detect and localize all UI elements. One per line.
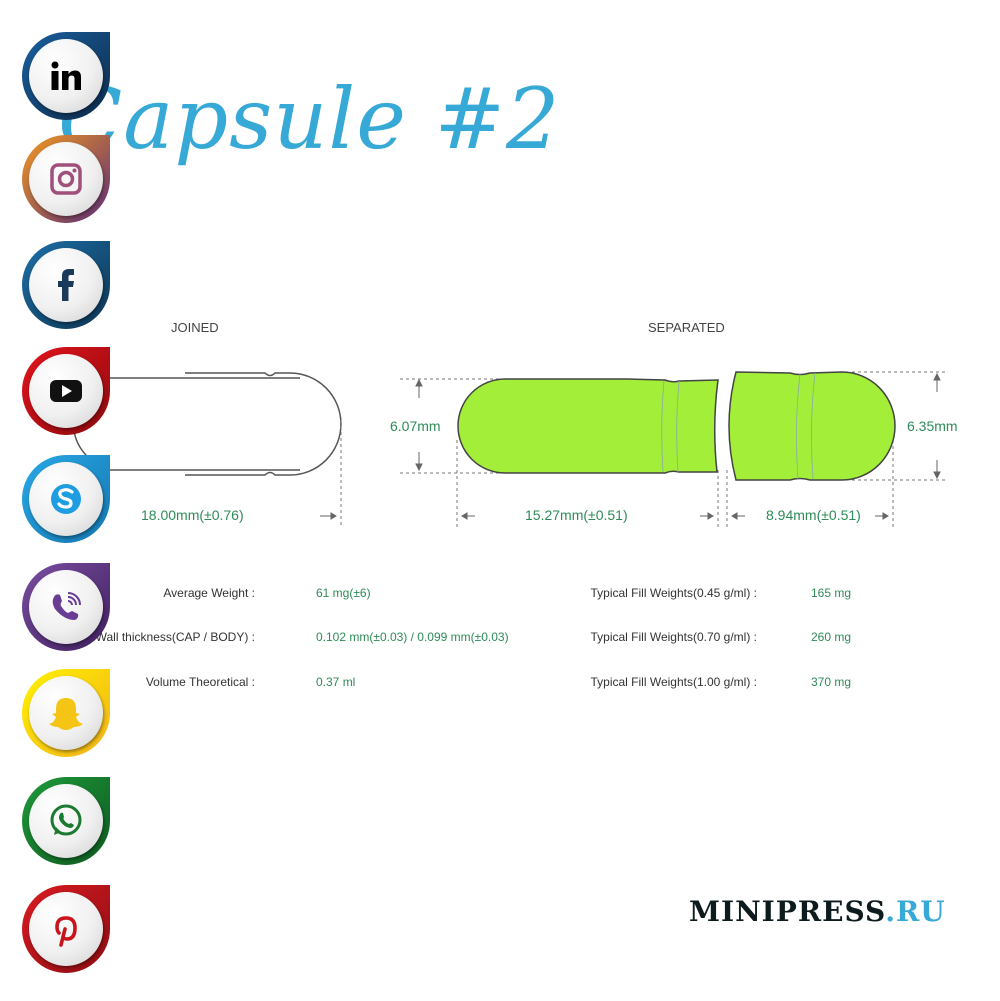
linkedin-button[interactable] <box>20 28 114 122</box>
youtube-icon <box>50 380 82 402</box>
whatsapp-icon <box>50 804 82 836</box>
spec-label-average-weight: Average Weight : <box>163 586 255 600</box>
facebook-button[interactable] <box>20 237 114 331</box>
spec-label-volume: Volume Theoretical : <box>145 675 255 689</box>
skype-icon <box>51 484 81 514</box>
capsule-drawing <box>72 371 948 528</box>
page-title: Capsule #2 <box>58 70 561 168</box>
logo-suffix: .RU <box>885 895 946 928</box>
icon-face <box>29 39 103 113</box>
spec-value-wall-thickness: 0.102 mm(±0.03) / 0.099 mm(±0.03) <box>316 630 509 644</box>
icon-face <box>29 354 103 428</box>
whatsapp-button[interactable] <box>20 773 114 867</box>
linkedin-icon <box>51 61 81 90</box>
joined-label: JOINED <box>171 320 219 335</box>
cap-diameter: 6.35mm <box>907 418 958 434</box>
cap-length: 8.94mm(±0.51) <box>766 507 861 523</box>
instagram-button[interactable] <box>20 131 114 225</box>
pinterest-button[interactable] <box>20 881 114 975</box>
logo-main: MINIPRESS <box>689 895 886 928</box>
spec-value-average-weight: 61 mg(±6) <box>316 586 371 600</box>
icon-face <box>29 248 103 322</box>
pinterest-icon <box>55 916 77 947</box>
icon-face <box>29 892 103 966</box>
viber-icon <box>52 592 81 620</box>
spec-label-fill-100: Typical Fill Weights(1.00 g/ml) : <box>590 675 758 689</box>
facebook-icon <box>58 269 74 301</box>
spec-value-fill-100: 370 mg <box>811 675 852 689</box>
snapchat-button[interactable] <box>20 665 114 759</box>
separated-label: SEPARATED <box>648 320 725 335</box>
spec-value-fill-045: 165 mg <box>811 586 852 600</box>
spec-label-wall-thickness: Wall thickness(CAP / BODY) : <box>95 630 255 644</box>
body-part <box>457 378 719 474</box>
snapchat-icon <box>49 698 83 730</box>
spec-label-fill-070: Typical Fill Weights(0.70 g/ml) : <box>590 630 758 644</box>
spec-value-volume: 0.37 ml <box>316 675 356 689</box>
viber-button[interactable] <box>20 559 114 653</box>
instagram-icon <box>50 163 82 195</box>
cap-part <box>728 371 896 481</box>
body-length: 15.27mm(±0.51) <box>525 507 628 523</box>
icon-face <box>29 462 103 536</box>
spec-label-fill-045: Typical Fill Weights(0.45 g/ml) : <box>590 586 758 600</box>
icon-face <box>29 142 103 216</box>
spec-value-fill-070: 260 mg <box>811 630 852 644</box>
icon-face <box>29 570 103 644</box>
skype-button[interactable] <box>20 451 114 545</box>
body-diameter: 6.07mm <box>390 418 441 434</box>
joined-length: 18.00mm(±0.76) <box>141 507 244 523</box>
icon-face <box>29 784 103 858</box>
icon-face <box>29 676 103 750</box>
youtube-button[interactable] <box>20 343 114 437</box>
minipress-logo[interactable]: MINIPRESS.RU <box>689 895 946 928</box>
